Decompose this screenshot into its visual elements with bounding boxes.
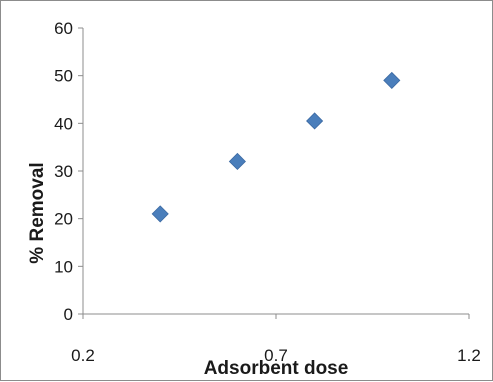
y-tick-label: 30: [54, 162, 73, 181]
data-points: [151, 71, 401, 223]
x-tick-label: 0.7: [264, 346, 288, 365]
y-tick-label: 0: [64, 305, 73, 324]
x-tick-label: 0.2: [71, 346, 95, 365]
y-tick-label: 60: [54, 19, 73, 38]
x-axis-title: Adsorbent dose: [204, 358, 349, 379]
data-point: [151, 205, 169, 223]
data-point: [228, 152, 246, 171]
y-tick-label: 20: [54, 210, 73, 229]
data-point: [306, 112, 324, 130]
data-point: [383, 71, 401, 89]
y-tick-label: 10: [54, 257, 73, 276]
y-tick-label: 40: [54, 114, 73, 133]
x-tick-label: 1.2: [457, 346, 481, 365]
y-tick-label: 50: [54, 67, 73, 86]
y-axis-title: % Removal: [27, 162, 48, 263]
y-axis-ticks: 0 10 20 30 40 50 60: [54, 19, 83, 324]
x-axis-ticks: 0.2 0.7 1.2: [71, 314, 481, 365]
